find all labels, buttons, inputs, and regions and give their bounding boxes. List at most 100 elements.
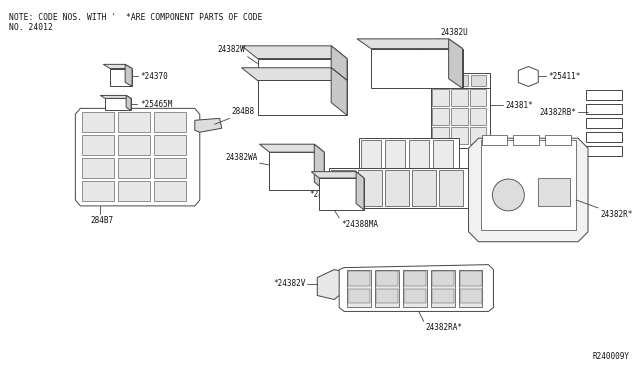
Text: *25465M: *25465M — [140, 100, 172, 109]
Text: *25411*: *25411* — [548, 72, 580, 81]
Polygon shape — [154, 135, 186, 155]
Text: R240009Y: R240009Y — [593, 352, 630, 361]
Polygon shape — [311, 171, 364, 178]
Polygon shape — [432, 127, 449, 144]
Polygon shape — [451, 89, 468, 106]
Polygon shape — [331, 170, 355, 206]
Polygon shape — [347, 270, 371, 307]
Polygon shape — [257, 58, 347, 80]
Polygon shape — [359, 138, 459, 174]
Text: 284B8: 284B8 — [232, 107, 255, 116]
Text: 284B7: 284B7 — [90, 216, 113, 225]
Polygon shape — [586, 90, 622, 100]
Polygon shape — [586, 105, 622, 114]
Polygon shape — [118, 181, 150, 201]
Polygon shape — [118, 135, 150, 155]
Polygon shape — [339, 264, 493, 311]
Polygon shape — [118, 158, 150, 178]
Text: *24382V: *24382V — [273, 279, 305, 288]
Polygon shape — [432, 270, 454, 286]
Polygon shape — [432, 89, 449, 106]
Polygon shape — [269, 152, 324, 190]
Polygon shape — [470, 127, 486, 144]
Polygon shape — [412, 170, 436, 206]
Polygon shape — [460, 270, 481, 286]
Polygon shape — [371, 49, 463, 89]
Polygon shape — [460, 289, 481, 304]
Polygon shape — [356, 171, 364, 210]
Polygon shape — [404, 289, 426, 304]
Polygon shape — [376, 289, 398, 304]
Polygon shape — [110, 68, 132, 86]
Polygon shape — [586, 146, 622, 156]
Polygon shape — [470, 108, 486, 125]
Polygon shape — [433, 140, 452, 172]
Polygon shape — [438, 170, 463, 206]
Polygon shape — [257, 80, 347, 115]
Polygon shape — [586, 118, 622, 128]
Text: *24383P: *24383P — [310, 190, 342, 199]
Text: NOTE: CODE NOS. WITH '  *ARE COMPONENT PARTS OF CODE: NOTE: CODE NOS. WITH ' *ARE COMPONENT PA… — [9, 13, 262, 22]
Polygon shape — [358, 170, 382, 206]
Polygon shape — [385, 140, 405, 172]
Polygon shape — [154, 112, 186, 132]
Polygon shape — [403, 270, 427, 307]
Polygon shape — [375, 270, 399, 307]
Polygon shape — [431, 89, 490, 148]
Polygon shape — [83, 158, 114, 178]
Polygon shape — [432, 289, 454, 304]
Polygon shape — [433, 74, 449, 86]
Polygon shape — [518, 67, 538, 86]
Polygon shape — [431, 270, 454, 307]
Polygon shape — [468, 138, 588, 242]
Polygon shape — [452, 74, 468, 86]
Polygon shape — [83, 181, 114, 201]
Polygon shape — [348, 289, 370, 304]
Polygon shape — [376, 270, 398, 286]
Text: 24382RA*: 24382RA* — [426, 323, 463, 332]
Text: 24382WA: 24382WA — [225, 153, 257, 162]
Polygon shape — [451, 108, 468, 125]
Polygon shape — [154, 158, 186, 178]
Polygon shape — [459, 270, 483, 307]
Polygon shape — [125, 64, 132, 86]
Polygon shape — [241, 68, 347, 80]
Polygon shape — [586, 132, 622, 142]
Polygon shape — [470, 74, 486, 86]
Polygon shape — [481, 135, 508, 145]
Polygon shape — [241, 46, 347, 58]
Polygon shape — [470, 89, 486, 106]
Text: 24382R*: 24382R* — [600, 210, 632, 219]
Polygon shape — [319, 178, 364, 210]
Polygon shape — [361, 140, 381, 172]
Polygon shape — [385, 170, 409, 206]
Text: NO. 24012: NO. 24012 — [9, 23, 52, 32]
Polygon shape — [329, 168, 468, 208]
Polygon shape — [126, 95, 131, 110]
Polygon shape — [409, 140, 429, 172]
Polygon shape — [481, 140, 576, 230]
Polygon shape — [538, 178, 570, 206]
Polygon shape — [103, 64, 132, 68]
Polygon shape — [314, 144, 324, 190]
Polygon shape — [449, 39, 463, 89]
Polygon shape — [432, 108, 449, 125]
Polygon shape — [83, 112, 114, 132]
Text: *24388MA: *24388MA — [341, 220, 378, 229]
Text: 24382U: 24382U — [441, 28, 468, 37]
Polygon shape — [259, 144, 324, 152]
Polygon shape — [431, 73, 490, 89]
Text: 24382RB*: 24382RB* — [539, 108, 576, 117]
Polygon shape — [451, 127, 468, 144]
Polygon shape — [404, 270, 426, 286]
Polygon shape — [357, 39, 463, 49]
Polygon shape — [83, 135, 114, 155]
Circle shape — [492, 179, 524, 211]
Polygon shape — [195, 118, 221, 132]
Polygon shape — [331, 46, 347, 80]
Text: *24370: *24370 — [140, 72, 168, 81]
Polygon shape — [154, 181, 186, 201]
Polygon shape — [348, 270, 370, 286]
Polygon shape — [545, 135, 571, 145]
Polygon shape — [105, 99, 131, 110]
